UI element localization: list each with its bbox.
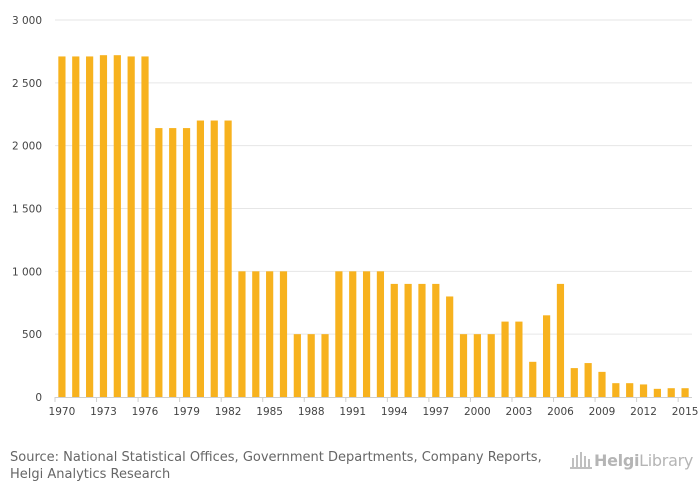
x-tick-label: 1973 [90, 406, 117, 418]
bar [376, 271, 385, 397]
bar [529, 361, 537, 397]
bar [127, 56, 135, 398]
bar [307, 334, 315, 397]
x-tick-label: 1976 [132, 406, 159, 418]
bar [210, 120, 218, 398]
bar [570, 368, 578, 397]
bar [487, 334, 495, 397]
y-tick-label: 1 500 [12, 204, 42, 216]
source-line-2: Helgi Analytics Research [10, 467, 171, 482]
x-tick-label: 2012 [630, 406, 657, 418]
bar [113, 55, 121, 397]
bar [169, 128, 177, 397]
bar [584, 363, 592, 397]
x-tick-label: 2015 [672, 406, 699, 418]
bar [155, 128, 163, 397]
bar [266, 271, 274, 397]
helgi-library-logo: HelgiLibrary [568, 449, 694, 471]
y-tick-label: 2 500 [12, 78, 42, 90]
bar [639, 384, 648, 397]
bar [252, 271, 260, 397]
bar [542, 315, 551, 397]
bar [182, 128, 191, 397]
gridlines [55, 19, 692, 335]
chart-area: 0 500 1 000 1 500 2 000 2 500 3 000 1970 1973 197… [12, 15, 699, 418]
bar-chart: 0 500 1 000 1 500 2 000 2 500 3 000 1970 1973 197… [12, 15, 699, 418]
x-tick-label: 1991 [339, 406, 366, 418]
y-tick-label: 1 000 [12, 266, 42, 278]
bar [446, 296, 454, 397]
bar [612, 383, 620, 397]
bar [653, 388, 661, 397]
x-tick-label: 2003 [506, 406, 533, 418]
x-tick-label: 1985 [256, 406, 283, 418]
logo-library: Library [639, 450, 694, 470]
bar [404, 283, 412, 397]
bar [196, 120, 205, 398]
x-tick-label: 2000 [464, 406, 491, 418]
tick-labels: 0 500 1 000 1 500 2 000 2 500 3 000 1970 1973 197… [12, 15, 699, 418]
bar [667, 388, 675, 397]
source-line-1: Source: National Statistical Offices, Go… [10, 450, 542, 465]
bar [459, 334, 468, 397]
bar [238, 271, 246, 397]
bar [556, 283, 565, 397]
y-tick-label: 2 000 [12, 141, 42, 153]
x-tick-label: 1988 [298, 406, 325, 418]
bar [293, 334, 301, 397]
x-tick-label: 1970 [49, 406, 76, 418]
bar [72, 56, 80, 398]
bar [321, 334, 329, 397]
logo-helgi: Helgi [594, 450, 640, 470]
x-tick-label: 1994 [381, 406, 408, 418]
bar [501, 321, 509, 397]
bar [141, 56, 149, 398]
bar [349, 271, 357, 397]
axes [54, 397, 692, 402]
x-tick-label: 2009 [589, 406, 616, 418]
bar [279, 271, 288, 397]
bar [515, 321, 523, 397]
bar [390, 283, 398, 397]
bars [58, 55, 689, 398]
bar [99, 55, 108, 397]
bar [335, 271, 343, 397]
bar [626, 383, 634, 397]
y-tick-label: 500 [22, 329, 42, 341]
bar [58, 56, 66, 398]
x-tick-label: 1979 [173, 406, 200, 418]
source-note: Source: National Statistical Offices, Go… [10, 449, 550, 483]
x-tick-label: 1982 [215, 406, 242, 418]
logo-text: HelgiLibrary [594, 451, 693, 470]
library-building-icon [570, 452, 592, 469]
bar [598, 371, 606, 397]
bar [681, 388, 689, 397]
bar [86, 56, 94, 398]
x-tick-label: 1997 [422, 406, 449, 418]
y-tick-label: 3 000 [12, 15, 42, 27]
bar [418, 283, 426, 397]
bar [224, 120, 232, 398]
bar [432, 283, 440, 397]
x-tick-label: 2006 [547, 406, 574, 418]
y-tick-label: 0 [35, 392, 42, 404]
bar [473, 334, 481, 397]
bar [362, 271, 371, 397]
